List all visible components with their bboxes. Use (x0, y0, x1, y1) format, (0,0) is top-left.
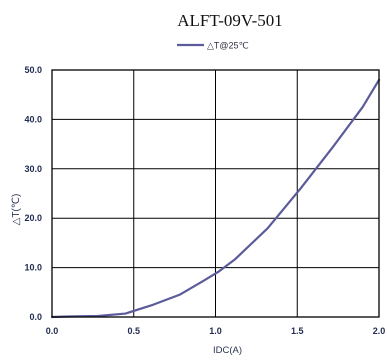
x-tick-label: 1.0 (209, 326, 222, 336)
legend-label: △T@25℃ (207, 41, 249, 51)
y-tick-label: 0.0 (29, 312, 42, 322)
y-tick-label: 40.0 (24, 114, 42, 124)
axis-layer (51, 69, 380, 318)
y-axis-label: △T(℃) (11, 194, 22, 226)
x-tick-label: 1.5 (291, 326, 304, 336)
y-tick-label: 10.0 (24, 263, 42, 273)
y-tick-label: 50.0 (24, 65, 42, 75)
grid-layer (52, 70, 379, 317)
x-tick-label: 0.0 (46, 326, 59, 336)
y-tick-label: 20.0 (24, 213, 42, 223)
series-line (50, 78, 381, 319)
x-axis-label: IDC(A) (213, 345, 242, 356)
x-tick-label: 0.5 (127, 326, 140, 336)
y-tick-label: 30.0 (24, 164, 42, 174)
series-layer (50, 78, 381, 319)
x-tick-label: 2.0 (373, 326, 386, 336)
chart-title: ALFT-09V-501 (177, 11, 282, 30)
label-layer: 0.0 0.5 1.0 1.5 2.0 0.0 10.0 20.0 30.0 40.0 50.0 ID… (11, 11, 385, 356)
plot-frame (51, 69, 380, 318)
